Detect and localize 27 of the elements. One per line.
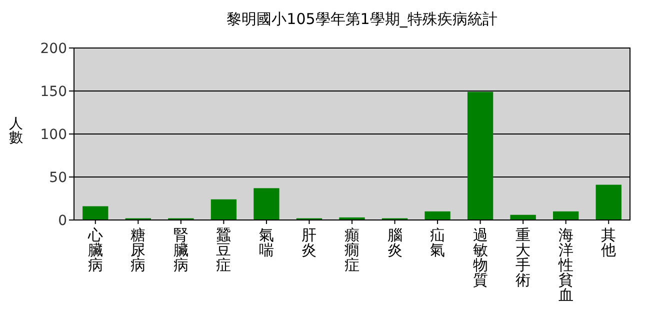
bar xyxy=(210,199,237,220)
chart-title: 黎明國小105學年第1學期_特殊疾病統計 xyxy=(226,10,498,28)
x-tick-label: 癲癇症 xyxy=(344,226,360,274)
x-tick-label: 重大手術 xyxy=(516,226,531,289)
x-tick-label: 海洋性貧血 xyxy=(557,226,574,304)
y-tick-label: 200 xyxy=(40,41,67,57)
x-tick-label: 氣喘 xyxy=(258,226,274,259)
y-tick-label: 100 xyxy=(40,127,67,143)
x-tick-label: 蠶豆症 xyxy=(216,226,232,274)
x-tick-label: 其他 xyxy=(601,226,616,259)
x-tick-label: 腦炎 xyxy=(387,226,402,259)
y-tick-label: 50 xyxy=(49,170,67,186)
bar xyxy=(553,211,579,220)
bar xyxy=(424,211,450,220)
y-axis-title: 人數 xyxy=(9,116,23,146)
x-tick-label: 疝氣 xyxy=(430,226,446,259)
x-tick-label: 肝炎 xyxy=(302,226,317,259)
x-tick-label: 過敏物質 xyxy=(472,226,488,289)
bar xyxy=(596,184,622,220)
y-tick-label: 0 xyxy=(58,213,67,229)
bar xyxy=(467,92,494,220)
x-tick-label: 腎臟病 xyxy=(173,226,188,274)
bar xyxy=(254,188,280,220)
bar xyxy=(82,206,108,220)
x-tick-label: 心臟病 xyxy=(86,226,103,274)
y-tick-label: 150 xyxy=(40,84,67,100)
x-tick-label: 糖尿病 xyxy=(130,226,146,274)
